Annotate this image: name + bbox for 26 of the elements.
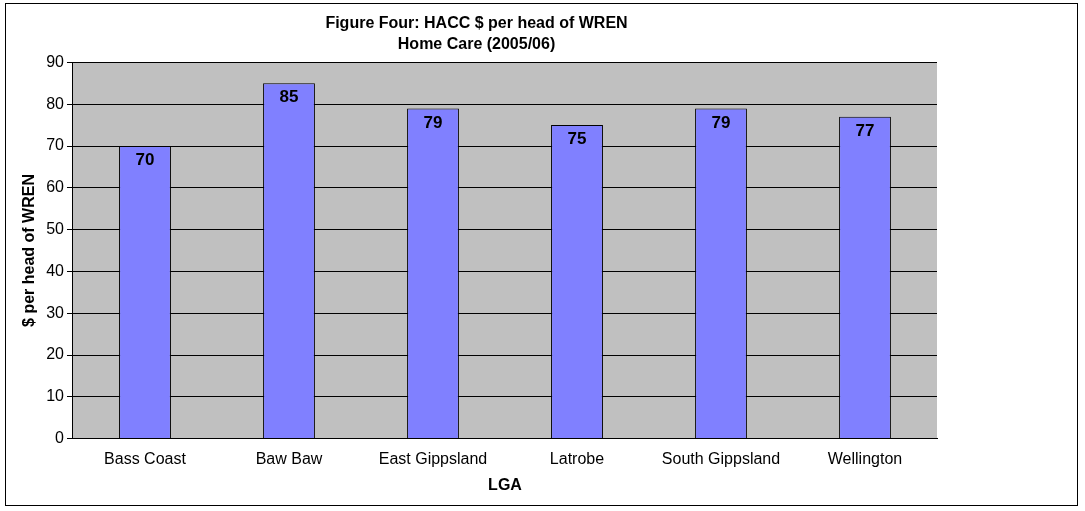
y-axis-title: $ per head of WREN <box>20 174 38 327</box>
y-tick-label: 50 <box>46 220 65 238</box>
y-tick-label: 60 <box>46 178 65 196</box>
data-label: 79 <box>711 112 731 132</box>
x-axis-title: LGA <box>488 475 523 493</box>
y-tick-label: 40 <box>46 261 65 279</box>
y-tick-label: 20 <box>46 345 65 363</box>
x-tick-label: Baw Baw <box>255 449 323 467</box>
x-tick-label: South Gippsland <box>661 449 781 467</box>
y-tick-label: 0 <box>55 429 65 447</box>
data-label: 79 <box>423 112 443 132</box>
x-tick-label: Wellington <box>827 449 903 467</box>
y-tick-label: 10 <box>46 387 65 405</box>
data-label: 77 <box>855 120 875 140</box>
x-tick-label: Latrobe <box>549 449 605 467</box>
data-label: 85 <box>279 87 299 107</box>
chart-subtitle: Home Care (2005/06) <box>397 35 556 53</box>
data-label: 75 <box>567 129 587 149</box>
x-tick-label: Bass Coast <box>104 449 187 467</box>
y-tick-label: 30 <box>46 303 65 321</box>
data-label: 70 <box>135 150 155 170</box>
y-tick-label: 70 <box>46 136 65 154</box>
chart-title: Figure Four: HACC $ per head of WREN <box>325 14 628 32</box>
x-tick-label: East Gippsland <box>378 449 488 467</box>
y-tick-label: 80 <box>46 94 65 112</box>
y-tick-label: 90 <box>46 52 65 70</box>
